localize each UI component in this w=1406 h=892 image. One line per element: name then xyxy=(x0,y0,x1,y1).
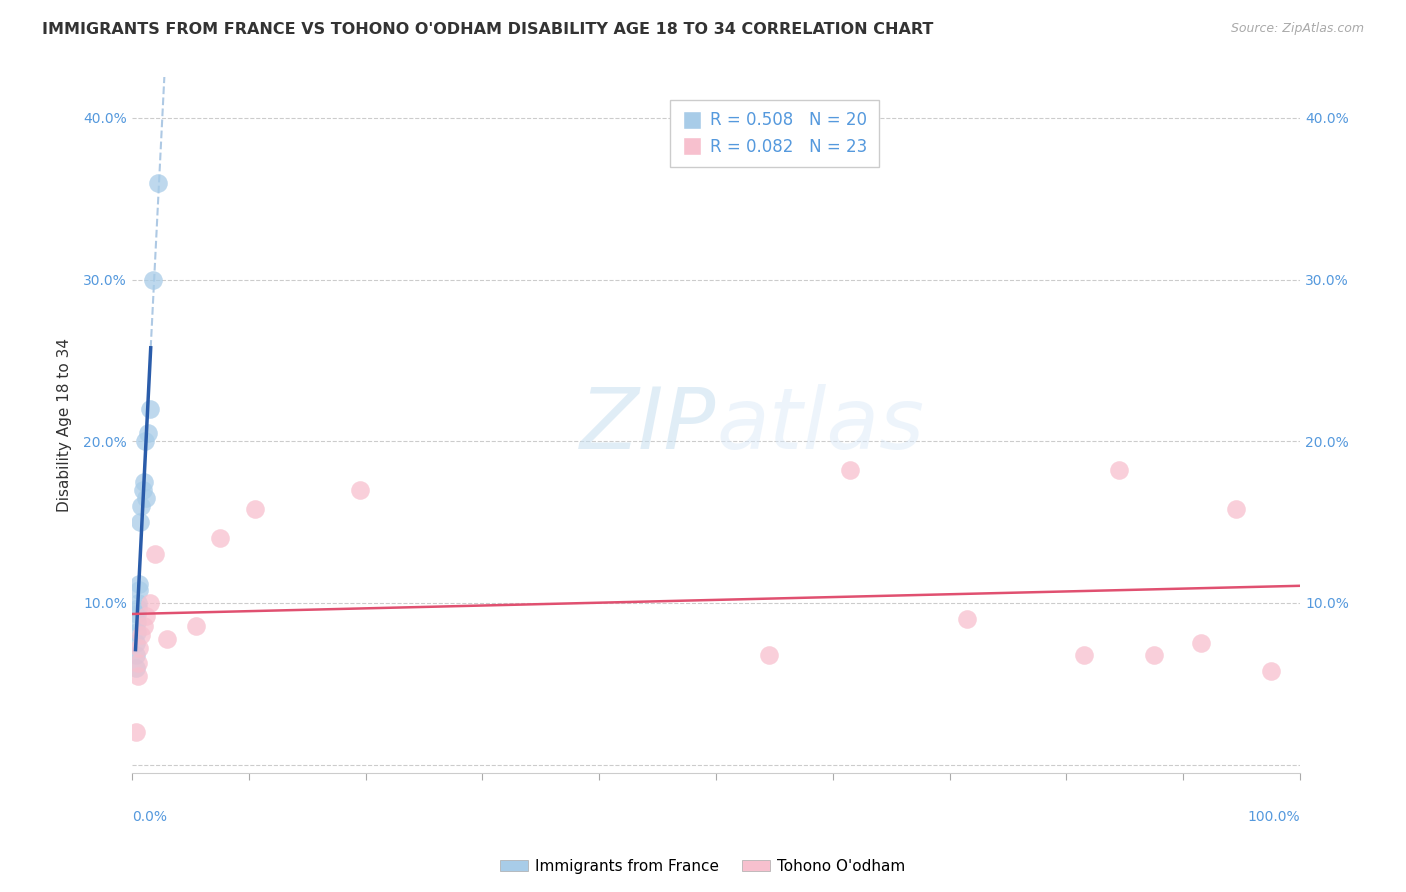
Point xyxy=(128,576,150,591)
Point xyxy=(349,483,371,497)
Point xyxy=(1073,648,1095,662)
Point xyxy=(142,272,165,286)
Text: 100.0%: 100.0% xyxy=(1247,810,1301,824)
Text: atlas: atlas xyxy=(716,384,924,467)
Point xyxy=(124,636,146,650)
Point xyxy=(134,434,156,449)
Legend: Immigrants from France, Tohono O'odham: Immigrants from France, Tohono O'odham xyxy=(494,853,912,880)
Point xyxy=(956,612,979,626)
Point xyxy=(125,625,148,640)
Point xyxy=(1260,664,1282,678)
Point xyxy=(208,531,231,545)
Point xyxy=(138,401,160,416)
Text: ZIP: ZIP xyxy=(579,384,716,467)
Point xyxy=(125,615,148,630)
Point xyxy=(1143,648,1166,662)
Point xyxy=(129,515,152,529)
Point xyxy=(758,648,780,662)
Text: Source: ZipAtlas.com: Source: ZipAtlas.com xyxy=(1230,22,1364,36)
Point xyxy=(132,618,155,632)
Point xyxy=(124,725,146,739)
Point xyxy=(132,475,155,489)
Point xyxy=(127,656,149,670)
Point xyxy=(138,596,160,610)
Point xyxy=(146,176,169,190)
Point xyxy=(1108,463,1130,477)
Point xyxy=(138,426,160,441)
Text: 0.0%: 0.0% xyxy=(132,810,167,824)
Point xyxy=(128,641,150,656)
Point xyxy=(186,618,208,632)
Point xyxy=(127,669,149,683)
Point xyxy=(127,596,149,610)
Point xyxy=(125,607,148,622)
Point xyxy=(145,548,167,562)
Point xyxy=(156,632,179,646)
Point xyxy=(135,608,157,623)
Point xyxy=(135,491,157,505)
Point xyxy=(124,660,146,674)
Legend: R = 0.508   N = 20, R = 0.082   N = 23: R = 0.508 N = 20, R = 0.082 N = 23 xyxy=(671,100,879,168)
Point xyxy=(131,628,153,642)
Point xyxy=(128,582,150,597)
Text: IMMIGRANTS FROM FRANCE VS TOHONO O'ODHAM DISABILITY AGE 18 TO 34 CORRELATION CHA: IMMIGRANTS FROM FRANCE VS TOHONO O'ODHAM… xyxy=(42,22,934,37)
Point xyxy=(839,463,862,477)
Point xyxy=(1225,502,1247,516)
Y-axis label: Disability Age 18 to 34: Disability Age 18 to 34 xyxy=(58,338,72,512)
Point xyxy=(131,499,153,513)
Point xyxy=(1189,636,1212,650)
Point xyxy=(127,600,149,615)
Point xyxy=(131,483,153,497)
Point xyxy=(243,502,266,516)
Point xyxy=(124,648,146,662)
